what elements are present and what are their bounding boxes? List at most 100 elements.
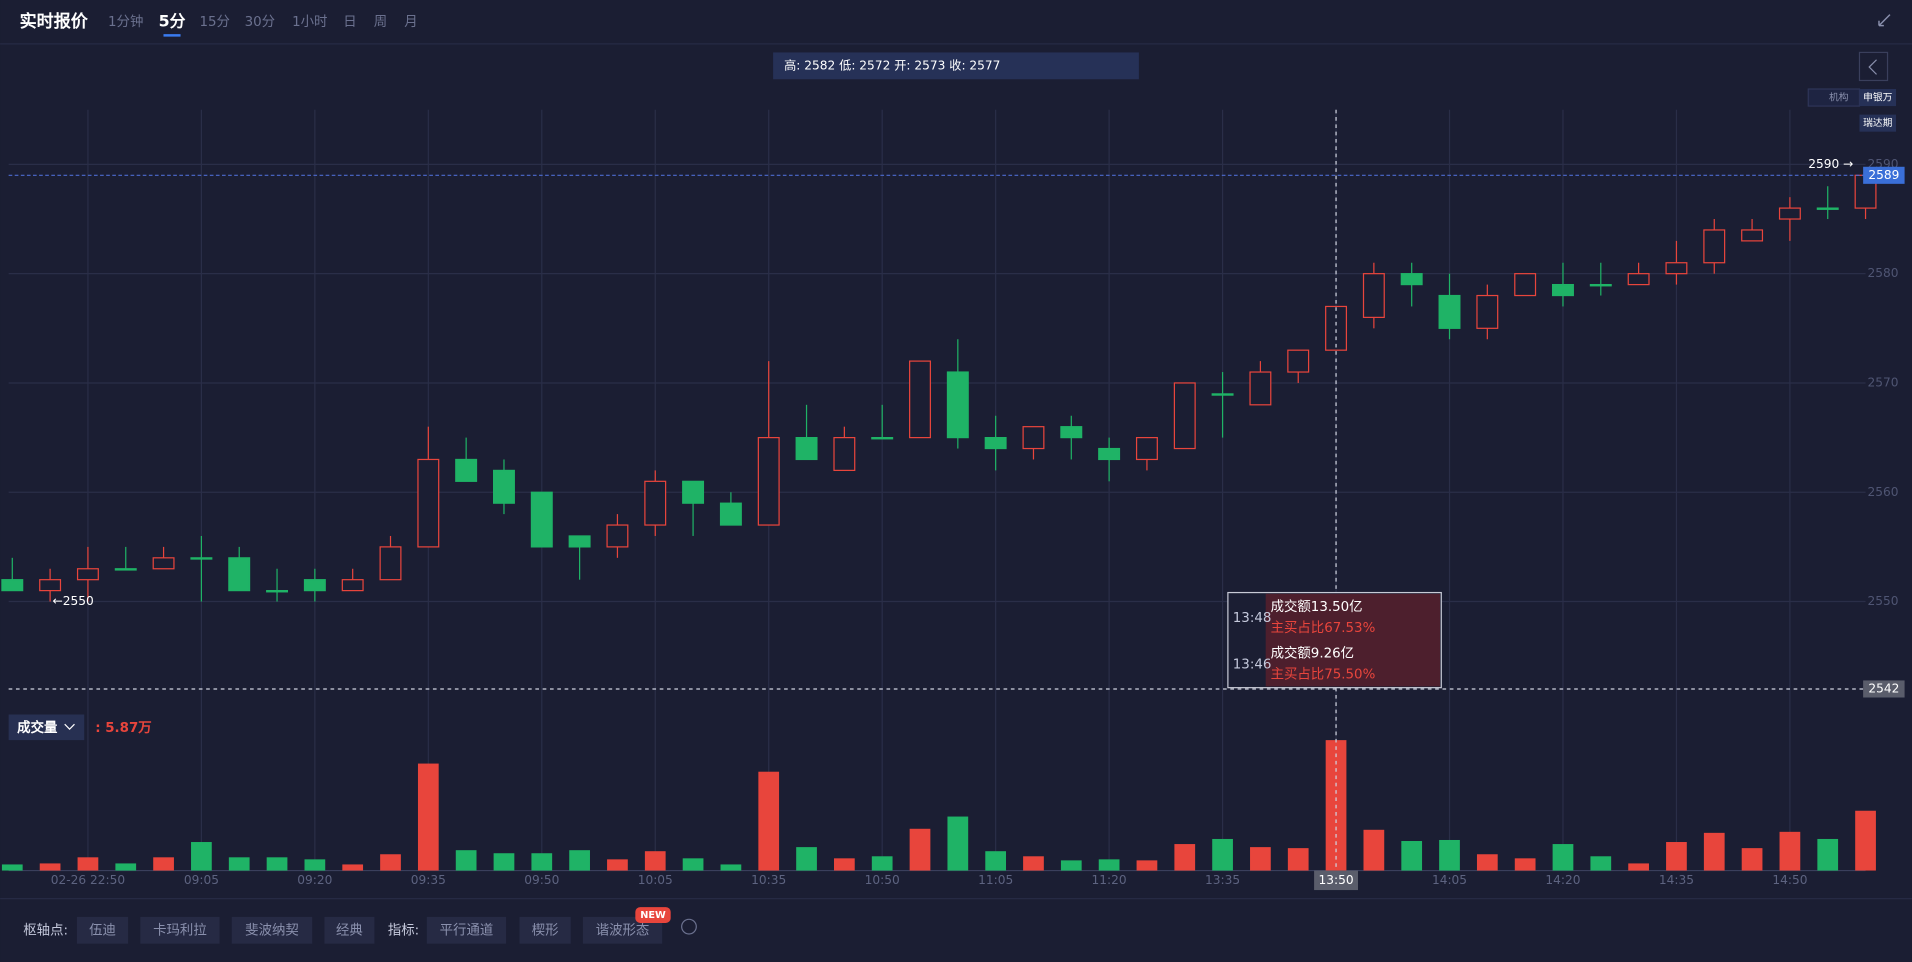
tooltip-ratio: 主买占比75.50% [1271, 666, 1376, 682]
volume-bar [607, 859, 628, 871]
timeframe-tab[interactable]: 30分 [245, 14, 275, 30]
volume-bar [1212, 838, 1233, 871]
candle-body [644, 480, 667, 526]
volume-bar [758, 771, 780, 871]
volume-bar [871, 856, 893, 871]
side-panel-toggle[interactable] [1858, 51, 1889, 82]
footer-button-label: 楔形 [532, 922, 559, 938]
footer-button-label: 经典 [336, 922, 363, 938]
volume-bar [1855, 810, 1876, 871]
footer-button[interactable] [324, 916, 375, 944]
footer-button[interactable] [140, 916, 220, 944]
x-tick-label: 09:20 [297, 873, 332, 887]
tooltip-time: 13:46 [1233, 657, 1272, 672]
footer-button-label: 谐波形态 [596, 922, 650, 938]
candle-body [1211, 393, 1234, 396]
x-tick-label: 09:05 [184, 873, 219, 887]
tag-box[interactable] [1859, 114, 1897, 132]
tag: 瑞达期 [1863, 117, 1892, 129]
new-badge [635, 907, 671, 923]
volume-bar [569, 850, 590, 871]
volume-bar [947, 816, 969, 871]
footer-button[interactable] [519, 916, 571, 944]
timeframe-tab[interactable]: 日 [343, 15, 356, 30]
candle-body [1060, 426, 1083, 439]
help-icon[interactable] [681, 918, 697, 935]
candle-body [909, 360, 931, 439]
candle-body [984, 436, 1007, 450]
tag-box[interactable] [1859, 89, 1897, 107]
tooltip-amount: 成交额13.50亿 [1271, 598, 1363, 615]
candle-body [795, 436, 818, 461]
y-tick-label: 2570 [1867, 375, 1898, 389]
candle-body [114, 568, 137, 571]
indicator-label: 指标: [388, 922, 419, 938]
candle-body [606, 524, 629, 548]
candle-body [1514, 273, 1537, 297]
volume-bar [1023, 856, 1044, 871]
candle-body [76, 568, 99, 581]
volume-bar [115, 863, 137, 871]
candle-body [152, 557, 175, 570]
candle-body [341, 579, 364, 592]
candle-body [1703, 229, 1726, 264]
candle-body [190, 557, 213, 560]
timeframe-tab[interactable]: 1分钟 [108, 13, 143, 30]
timeframe-tab[interactable]: 周 [374, 15, 387, 30]
footer-button[interactable] [426, 916, 507, 944]
footer-button[interactable] [76, 916, 129, 944]
volume-bar [1287, 848, 1309, 871]
candle-body [1287, 349, 1310, 373]
x-tick-label: 14:35 [1659, 873, 1694, 887]
volume-bar [1136, 860, 1158, 871]
y-tick-label: 2550 [1867, 594, 1898, 608]
volume-bar [1060, 860, 1082, 871]
volume-bar [796, 847, 817, 871]
volume-bar [191, 842, 212, 871]
volume-bar [1476, 854, 1498, 871]
volume-bar [1363, 829, 1385, 871]
candle-body [1135, 436, 1158, 461]
timeframe-tab[interactable]: 月 [404, 15, 417, 30]
extreme-annotation: ←2550 [53, 594, 94, 608]
volume-bar [304, 859, 326, 871]
chevron-icon [1868, 59, 1877, 75]
tooltip-time: 13:48 [1233, 611, 1272, 626]
candle-body [946, 371, 969, 439]
footer-button[interactable] [231, 916, 313, 944]
volume-bar [228, 857, 250, 871]
tooltip-amount: 成交额9.26亿 [1271, 645, 1354, 662]
timeframe-tab[interactable]: 15分 [199, 14, 229, 30]
volume-bar [417, 763, 439, 871]
candle-body [682, 480, 705, 504]
timeframe-tab[interactable]: 5分 [159, 11, 186, 30]
volume-bar [1817, 838, 1839, 871]
volume-bar [1779, 831, 1801, 871]
volume-bar [153, 857, 174, 871]
x-tick-label: 09:50 [524, 873, 559, 887]
candle-body [228, 557, 251, 592]
collapse-icon[interactable] [1878, 14, 1891, 27]
footer-button-label: 斐波纳契 [245, 922, 299, 938]
volume-bar [909, 828, 931, 871]
candle-body [568, 535, 591, 548]
timeframe-tab[interactable]: 1小时 [292, 14, 327, 30]
candle-body [1552, 283, 1574, 297]
volume-bar [1, 864, 23, 871]
volume-bar [342, 864, 364, 871]
dropdown-icon [64, 723, 75, 730]
candle-body [39, 579, 62, 592]
tooltip-accent [1265, 593, 1441, 687]
candle-body [833, 436, 856, 472]
crosshair-price-box [1863, 680, 1905, 698]
candle-body [1741, 229, 1764, 242]
volume-bar [1628, 863, 1649, 871]
x-tick-label: 10:50 [865, 873, 900, 887]
volume-bar [1174, 844, 1196, 871]
x-tick-label: 10:35 [751, 873, 786, 887]
candle-body [1476, 294, 1499, 329]
volume-bar [266, 857, 288, 871]
candle-body [1098, 447, 1121, 461]
volume-bar [531, 853, 553, 871]
